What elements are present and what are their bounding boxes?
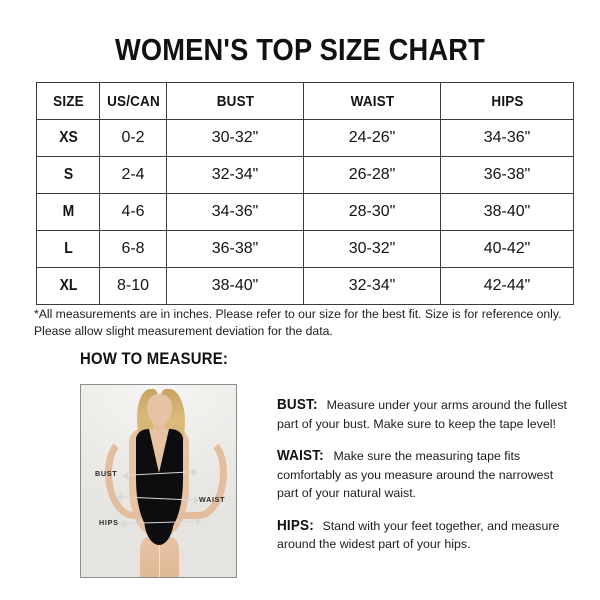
cell-bust: 34-36" <box>166 193 304 231</box>
instruction-text-waist: Make sure the measuring tape fits comfor… <box>277 449 554 500</box>
cell-waist: 28-30" <box>303 193 441 231</box>
photo-label-hips: HIPS <box>99 518 119 527</box>
cell-uscan: 4-6 <box>99 193 167 231</box>
cell-uscan: 8-10 <box>99 267 167 305</box>
cell-uscan: 0-2 <box>99 119 167 157</box>
model-leg-left <box>139 537 159 577</box>
cell-uscan: 2-4 <box>99 156 167 194</box>
cell-hips: 34-36" <box>440 119 574 157</box>
cell-hips: 42-44" <box>440 267 574 305</box>
instruction-waist: WAIST: Make sure the measuring tape fits… <box>277 447 572 503</box>
table-row: S 2-4 32-34" 26-28" 36-38" <box>37 156 574 194</box>
column-header-bust: BUST <box>172 82 298 120</box>
cell-bust: 38-40" <box>166 267 304 305</box>
cell-waist: 30-32" <box>303 230 441 268</box>
table-row: XS 0-2 30-32" 24-26" 34-36" <box>37 119 574 157</box>
page-title: WOMEN'S TOP SIZE CHART <box>114 32 486 67</box>
instruction-term-waist: WAIST: <box>277 447 324 464</box>
size-chart-table: SIZE US/CAN BUST WAIST HIPS XS 0-2 30-32… <box>36 82 574 305</box>
cell-waist: 32-34" <box>303 267 441 305</box>
table-row: M 4-6 34-36" 28-30" 38-40" <box>37 193 574 231</box>
instruction-text-hips: Stand with your feet together, and measu… <box>277 518 560 552</box>
cell-hips: 38-40" <box>440 193 574 231</box>
cell-size: L <box>39 230 97 268</box>
column-header-size: SIZE <box>39 82 97 120</box>
instruction-term-hips: HIPS: <box>277 516 314 534</box>
how-to-measure-heading: HOW TO MEASURE: <box>80 350 229 368</box>
cell-bust: 36-38" <box>166 230 304 268</box>
table-row: XL 8-10 38-40" 32-34" 42-44" <box>37 267 574 305</box>
model-arm-left <box>104 435 157 519</box>
cell-hips: 36-38" <box>440 156 574 194</box>
model-photo: BUST WAIST HIPS <box>80 384 237 578</box>
measurement-instructions: BUST: Measure under your arms around the… <box>277 396 572 554</box>
table-header-row: SIZE US/CAN BUST WAIST HIPS <box>37 82 574 120</box>
cell-uscan: 6-8 <box>99 230 167 268</box>
model-leg-right <box>159 537 179 577</box>
cell-bust: 30-32" <box>166 119 304 157</box>
cell-bust: 32-34" <box>166 156 304 194</box>
instruction-term-bust: BUST: <box>277 396 318 413</box>
size-chart-table-container: SIZE US/CAN BUST WAIST HIPS XS 0-2 30-32… <box>36 82 574 305</box>
model-arm-right <box>174 435 227 519</box>
instruction-bust: BUST: Measure under your arms around the… <box>277 396 572 433</box>
model-photo-illustration: BUST WAIST HIPS <box>81 385 236 577</box>
column-header-hips: HIPS <box>446 82 568 120</box>
photo-label-waist: WAIST <box>199 495 226 504</box>
cell-size: M <box>39 193 97 231</box>
table-row: L 6-8 36-38" 30-32" 40-42" <box>37 230 574 268</box>
instruction-hips: HIPS: Stand with your feet together, and… <box>277 517 572 554</box>
column-header-uscan: US/CAN <box>102 82 164 120</box>
model-head <box>146 394 172 425</box>
cell-waist: 26-28" <box>303 156 441 194</box>
column-header-waist: WAIST <box>309 82 435 120</box>
cell-waist: 24-26" <box>303 119 441 157</box>
measurement-disclaimer: *All measurements are in inches. Please … <box>34 307 562 338</box>
model-swimsuit-neckline <box>148 429 169 473</box>
photo-label-bust: BUST <box>95 469 118 478</box>
instruction-text-bust: Measure under your arms around the fulle… <box>277 398 567 431</box>
cell-size: S <box>39 156 97 194</box>
cell-hips: 40-42" <box>440 230 574 268</box>
cell-size: XS <box>39 119 97 157</box>
cell-size: XL <box>39 267 97 305</box>
